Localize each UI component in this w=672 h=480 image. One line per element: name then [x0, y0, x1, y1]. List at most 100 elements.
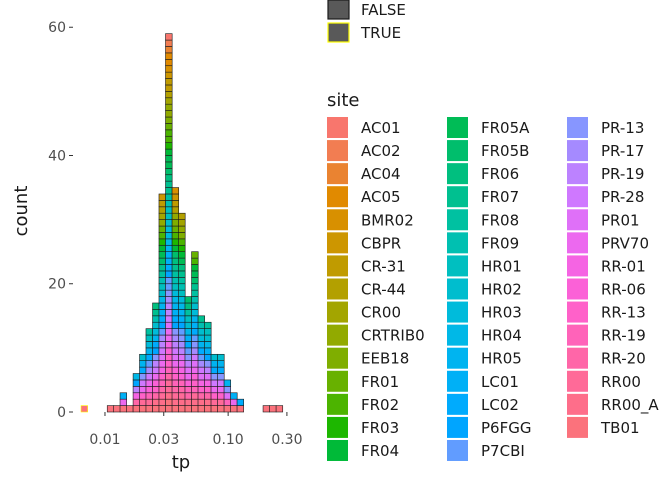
site-legend-key	[567, 393, 588, 415]
histogram-segment	[191, 353, 199, 361]
site-legend-key	[447, 324, 468, 346]
histogram-segment	[197, 341, 205, 349]
histogram-segment	[139, 366, 147, 374]
histogram-segment	[197, 315, 205, 323]
histogram-bar	[139, 353, 147, 413]
histogram-segment	[158, 347, 166, 355]
histogram-segment	[184, 398, 192, 406]
site-legend-label: AC01	[361, 119, 401, 137]
histogram-segment	[165, 270, 173, 278]
histogram-segment	[178, 315, 186, 323]
site-legend-label: FR06	[481, 165, 519, 183]
histogram-bar	[217, 353, 225, 413]
site-legend-key	[567, 209, 588, 231]
histogram-segment	[165, 392, 173, 400]
y-tick-label: 60	[48, 20, 66, 36]
site-legend-label: LC02	[481, 396, 519, 414]
site-legend-key	[447, 255, 468, 277]
histogram-segment	[184, 296, 192, 304]
histogram-segment	[184, 328, 192, 336]
histogram-segment	[197, 373, 205, 381]
histogram-segment	[132, 379, 141, 387]
histogram-segment	[171, 212, 180, 220]
histogram-segment	[165, 366, 173, 374]
site-legend-key	[327, 163, 348, 185]
histogram-segment	[165, 39, 173, 47]
histogram-segment	[178, 264, 186, 272]
histogram-segment	[204, 321, 212, 329]
histogram-segment	[269, 405, 277, 413]
site-legend-label: RR00	[601, 373, 641, 391]
histogram-segment	[165, 174, 173, 182]
histogram-segment	[184, 360, 192, 368]
histogram-segment	[158, 398, 166, 406]
outline-legend-label: FALSE	[361, 1, 406, 19]
histogram-segment	[171, 328, 180, 336]
site-legend-key	[327, 347, 348, 369]
histogram-segment	[210, 392, 218, 400]
histogram-segment	[191, 405, 199, 413]
site-legend-label: CRTRIB0	[361, 327, 425, 345]
histogram-segment	[165, 328, 173, 336]
histogram-segment	[158, 277, 166, 285]
histogram-segment	[139, 398, 147, 406]
histogram-segment	[171, 360, 180, 368]
histogram-segment	[217, 398, 225, 406]
histogram-segment	[230, 398, 238, 406]
site-legend-label: TB01	[600, 419, 640, 437]
histogram-segment	[158, 353, 166, 361]
histogram-segment	[197, 392, 205, 400]
histogram-segment	[178, 270, 186, 278]
site-legend-key	[447, 163, 468, 185]
histogram-segment	[204, 347, 212, 355]
site-legend-key	[327, 370, 348, 392]
site-legend-label: CR00	[361, 304, 401, 322]
histogram-segment	[165, 91, 173, 99]
histogram-bar	[191, 251, 199, 413]
histogram-segment	[262, 405, 271, 413]
histogram-segment	[178, 309, 186, 317]
x-tick-label: 0.10	[213, 432, 244, 448]
histogram-segment	[197, 353, 205, 361]
site-legend-label: RR-19	[601, 327, 646, 345]
histogram-segment	[165, 129, 173, 137]
histogram-segment	[139, 353, 147, 361]
histogram-segment	[152, 405, 160, 413]
site-legend-key	[327, 232, 348, 254]
site-legend-label: PR-13	[601, 119, 644, 137]
histogram-segment	[171, 187, 180, 195]
histogram-bar	[152, 302, 160, 413]
histogram-segment	[184, 347, 192, 355]
histogram-segment	[165, 116, 173, 124]
histogram-segment	[178, 238, 186, 246]
histogram-segment	[165, 212, 173, 220]
histogram-segment	[171, 398, 180, 406]
histogram-segment	[171, 238, 180, 246]
histogram-segment	[184, 353, 192, 361]
histogram-bar	[210, 353, 218, 413]
histogram-segment	[152, 302, 160, 310]
histogram-segment	[158, 264, 166, 272]
histogram-segment	[158, 289, 166, 297]
histogram-segment	[171, 392, 180, 400]
histogram-segment	[191, 257, 199, 265]
histogram-segment	[204, 334, 212, 342]
site-legend-key	[567, 370, 588, 392]
histogram-segment	[197, 366, 205, 374]
histogram-segment	[165, 219, 173, 227]
histogram-segment	[165, 309, 173, 317]
histogram-segment	[158, 405, 166, 413]
histogram-segment	[165, 379, 173, 387]
histogram-segment	[158, 283, 166, 291]
histogram-segment	[204, 379, 212, 387]
histogram-segment	[171, 315, 180, 323]
site-legend-key	[327, 140, 348, 162]
site-legend-key	[447, 416, 468, 438]
histogram-segment	[132, 405, 141, 413]
histogram-segment	[191, 270, 199, 278]
histogram-segment	[171, 309, 180, 317]
histogram-segment	[171, 386, 180, 394]
histogram-bar	[223, 379, 232, 413]
site-legend-label: PR01	[601, 211, 640, 229]
histogram-segment	[184, 366, 192, 374]
